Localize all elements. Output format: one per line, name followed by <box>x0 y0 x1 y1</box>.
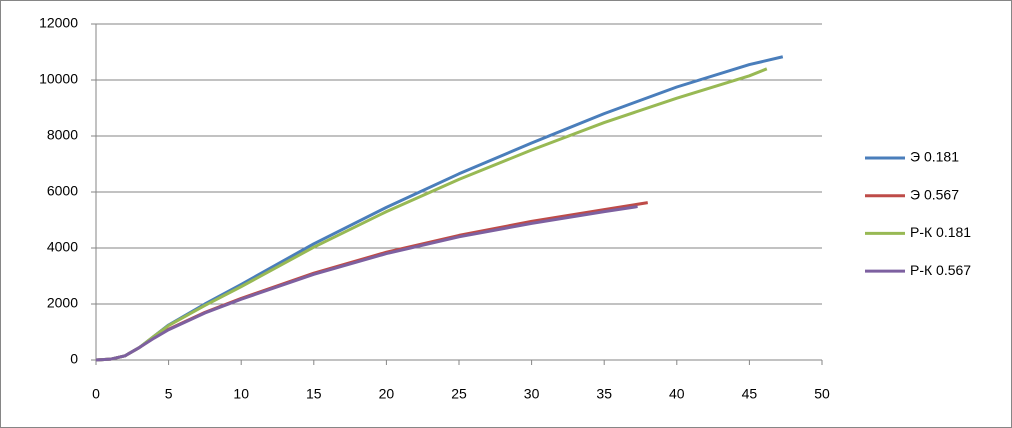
x-tick-label: 45 <box>742 386 758 402</box>
y-tick-label: 2000 <box>47 295 78 311</box>
y-tick-label: 6000 <box>47 183 78 199</box>
y-tick-label: 0 <box>70 351 78 367</box>
legend-label: Э 0.567 <box>910 186 959 202</box>
legend-label: Э 0.181 <box>910 149 959 165</box>
x-tick-label: 35 <box>596 386 612 402</box>
series-line <box>95 205 638 362</box>
x-tick-label: 30 <box>524 386 540 402</box>
x-tick-label: 10 <box>233 386 249 402</box>
x-tick-label: 15 <box>306 386 322 402</box>
y-tick-label: 8000 <box>47 127 78 143</box>
x-tick-label: 50 <box>814 386 830 402</box>
y-tick-label: 10000 <box>39 71 78 87</box>
legend-label: Р-К 0.567 <box>910 262 971 278</box>
y-tick-label: 4000 <box>47 239 78 255</box>
x-tick-label: 20 <box>379 386 395 402</box>
x-tick-label: 5 <box>165 386 173 402</box>
x-tick-label: 0 <box>92 386 100 402</box>
legend-label: Р-К 0.181 <box>910 224 971 240</box>
x-tick-label: 40 <box>669 386 685 402</box>
y-tick-label: 12000 <box>39 15 78 31</box>
x-tick-label: 25 <box>451 386 467 402</box>
